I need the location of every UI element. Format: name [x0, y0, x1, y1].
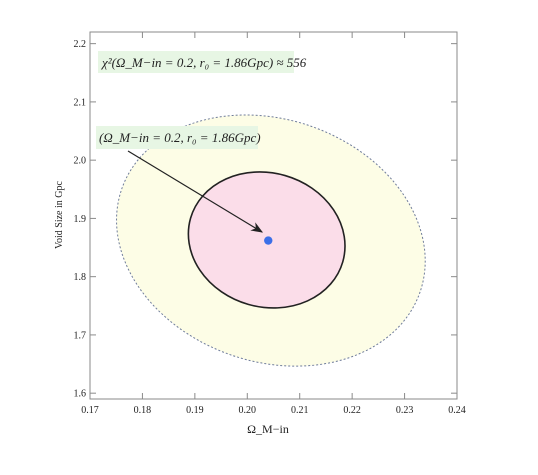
y-tick-label: 1.7 [74, 330, 87, 341]
plot-frame [89, 31, 458, 400]
point-label-box [96, 126, 258, 149]
x-tick-label: 0.17 [81, 405, 99, 416]
y-tick-label: 2.2 [74, 39, 87, 50]
chi2-annotation: χ²(Ω_M−in = 0.2, r₀ = 1.86Gpc) ≈ 556 [98, 51, 307, 73]
y-tick-label: 1.8 [74, 272, 87, 283]
x-tick-label: 0.20 [239, 405, 257, 416]
x-tick-label: 0.18 [134, 405, 152, 416]
y-tick-label: 1.6 [74, 389, 87, 400]
chi2-label: χ²(Ω_M−in = 0.2, r₀ = 1.86Gpc) ≈ 556 [100, 55, 307, 70]
point-label: (Ω_M−in = 0.2, r₀ = 1.86Gpc) [99, 130, 261, 145]
y-tick-label: 1.9 [74, 214, 87, 225]
x-tick-label: 0.19 [186, 405, 204, 416]
x-tick-label: 0.22 [343, 405, 361, 416]
x-tick-label: 0.23 [396, 405, 414, 416]
y-axis-ticks: 1.6 1.7 1.8 1.9 2.0 2.1 2.2 [74, 39, 457, 400]
y-tick-label: 2.1 [74, 97, 87, 108]
x-axis-ticks: 0.17 0.18 0.19 0.20 0.21 0.22 0.23 0.24 [81, 32, 466, 416]
x-axis-label: Ω_M−in [247, 422, 289, 436]
x-tick-label: 0.21 [291, 405, 309, 416]
pointer-arrow [127, 150, 264, 233]
chi2-label-box [98, 51, 294, 73]
best-fit-point [264, 236, 273, 245]
y-axis-label: Void Size in Gpc [54, 181, 65, 249]
x-tick-label: 0.24 [448, 405, 466, 416]
point-annotation: (Ω_M−in = 0.2, r₀ = 1.86Gpc) [96, 126, 261, 149]
y-tick-label: 2.0 [74, 156, 87, 167]
